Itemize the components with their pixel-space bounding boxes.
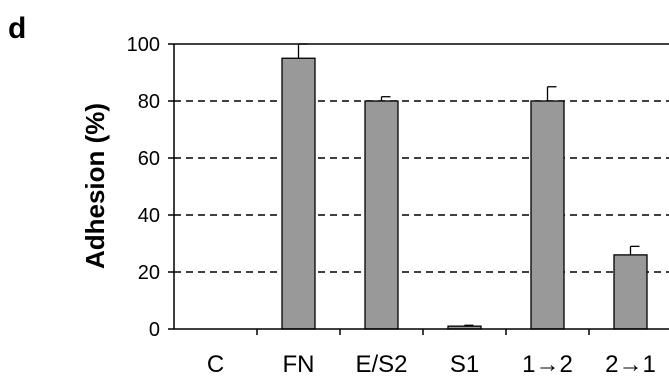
error-bars — [297, 43, 640, 327]
gridlines — [174, 100, 669, 273]
error-bar-4 — [546, 86, 557, 101]
y-axis-label: Adhesion (%) — [80, 103, 110, 269]
y-tick-label-5: 100 — [127, 34, 160, 56]
error-bar-2 — [380, 96, 391, 101]
x-tick-label-0: C — [207, 351, 224, 378]
y-tick-label-1: 20 — [138, 262, 160, 284]
x-tick-label-3: S1 — [450, 351, 479, 378]
y-tick-label-0: 0 — [149, 319, 160, 341]
bar-2 — [364, 100, 399, 330]
bar-5 — [613, 254, 648, 330]
bar-1 — [281, 57, 316, 330]
y-tick-label-2: 40 — [138, 205, 160, 227]
x-tick-label-1: FN — [283, 351, 315, 378]
x-tick-label-2: E/S2 — [355, 351, 407, 378]
bars — [281, 57, 648, 330]
y-tick-label-3: 60 — [138, 148, 160, 170]
error-bar-3 — [463, 324, 474, 327]
bar-4 — [530, 100, 565, 330]
y-tick-label-4: 80 — [138, 91, 160, 113]
x-tick-label-4: 1→2 — [522, 351, 573, 378]
x-tick-label-5: 2→1 — [605, 351, 656, 378]
axes — [173, 43, 669, 330]
x-ticks: C FN E/S2 S1 1→2 2→1 — [207, 329, 656, 378]
error-bar-5 — [629, 245, 640, 255]
panel-label: d — [8, 12, 26, 45]
error-bar-1 — [297, 43, 308, 59]
y-ticks: 0 20 40 60 80 100 — [127, 34, 174, 341]
